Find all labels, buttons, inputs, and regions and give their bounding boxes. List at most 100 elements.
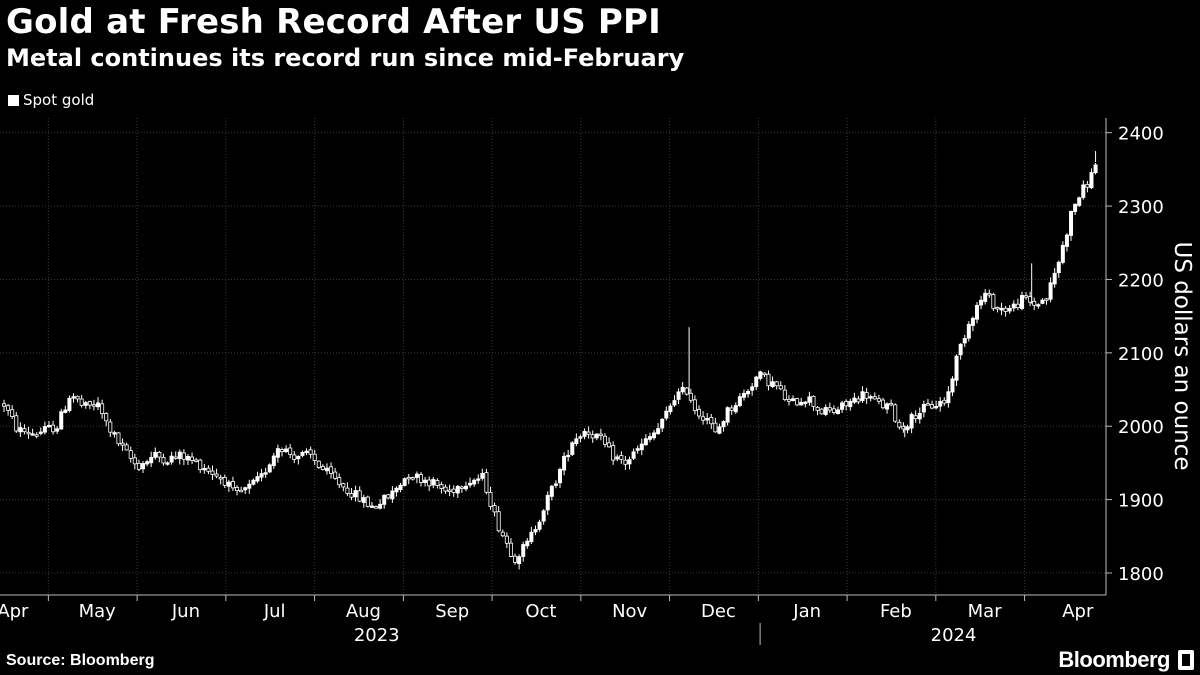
- candle-body-down: [880, 399, 885, 409]
- candlestick: [631, 448, 636, 460]
- candlestick: [79, 394, 84, 408]
- x-year-label: 2024: [931, 625, 977, 646]
- candlestick: [705, 413, 710, 425]
- candle-body-down: [1015, 303, 1020, 309]
- candlestick: [312, 449, 317, 465]
- candlestick: [517, 554, 522, 570]
- candle-body-up: [1019, 294, 1024, 309]
- candlestick: [275, 444, 280, 463]
- candle-body-down: [856, 398, 861, 403]
- candle-body-down: [349, 493, 354, 498]
- candle-body-up: [570, 442, 575, 455]
- candle-body-up: [468, 482, 473, 486]
- candle-body-down: [607, 442, 612, 448]
- candlestick: [570, 441, 575, 456]
- candlestick: [1077, 196, 1082, 207]
- candlestick: [513, 553, 518, 565]
- chart-title: Gold at Fresh Record After US PPI: [6, 2, 662, 42]
- candlestick: [267, 463, 272, 474]
- candle-body-down: [598, 433, 603, 436]
- candle-body-up: [962, 338, 967, 344]
- candle-body-down: [913, 415, 918, 420]
- candlestick: [173, 451, 178, 460]
- candlestick: [562, 452, 567, 476]
- candle-body-down: [320, 466, 325, 471]
- y-tick-label: 2400: [1118, 124, 1164, 145]
- candlestick: [59, 408, 64, 430]
- candlestick: [46, 421, 51, 428]
- candle-body-down: [87, 401, 92, 406]
- candle-body-down: [206, 467, 211, 472]
- legend-label: Spot gold: [23, 91, 95, 109]
- candle-body-up: [966, 323, 971, 339]
- candlestick: [917, 407, 922, 424]
- candle-body-up: [18, 427, 23, 433]
- candlestick: [521, 541, 526, 562]
- candle-body-up: [558, 469, 563, 484]
- candle-body-down: [406, 476, 411, 480]
- candlestick: [190, 452, 195, 464]
- candle-body-up: [398, 484, 403, 490]
- candlestick: [987, 289, 992, 298]
- candle-body-up: [226, 481, 231, 487]
- candle-body-up: [38, 431, 43, 434]
- candle-body-down: [132, 457, 137, 465]
- candlestick: [954, 354, 959, 386]
- candle-body-up: [271, 455, 276, 466]
- candle-body-down: [419, 474, 424, 483]
- candle-body-down: [329, 466, 334, 474]
- candle-body-up: [885, 403, 890, 410]
- candlestick: [1019, 291, 1024, 311]
- x-year-label: 2023: [354, 625, 400, 646]
- candlestick: [124, 442, 129, 451]
- candle-body-down: [51, 424, 56, 433]
- candle-body-up: [975, 305, 980, 320]
- candle-body-down: [26, 431, 31, 435]
- candlestick: [431, 476, 436, 489]
- candlestick: [153, 447, 158, 460]
- candlestick: [185, 454, 190, 465]
- candle-body-up: [42, 426, 47, 433]
- candlestick: [934, 400, 939, 410]
- candle-body-up: [59, 411, 64, 430]
- candlestick: [701, 411, 706, 425]
- candlestick: [680, 382, 685, 395]
- candlestick: [958, 343, 963, 360]
- candlestick: [141, 461, 146, 473]
- candlestick: [537, 519, 542, 532]
- candlestick: [1069, 210, 1074, 241]
- candlestick: [14, 412, 19, 433]
- candlestick: [63, 405, 68, 414]
- candlestick: [925, 398, 930, 406]
- y-tick-label: 2100: [1118, 344, 1164, 365]
- candlestick: [361, 494, 366, 508]
- candlestick: [202, 464, 207, 474]
- candle-body-down: [124, 444, 129, 451]
- candle-body-down: [374, 506, 379, 509]
- candlestick: [525, 538, 530, 549]
- candle-body-down: [995, 306, 1000, 310]
- candlestick: [472, 478, 477, 487]
- candle-body-up: [1064, 234, 1069, 247]
- candle-body-down: [316, 460, 321, 468]
- candle-body-down: [79, 398, 84, 406]
- candlestick: [697, 405, 702, 420]
- candle-body-up: [529, 531, 534, 543]
- candlestick: [1044, 297, 1049, 305]
- candlestick: [860, 386, 865, 403]
- candlestick: [427, 476, 432, 492]
- candlestick: [766, 370, 771, 391]
- candle-body-up: [1060, 244, 1065, 263]
- candlestick: [349, 488, 354, 501]
- candle-body-down: [586, 431, 591, 435]
- candlestick: [721, 420, 726, 432]
- candle-body-up: [1073, 203, 1078, 212]
- candlestick: [844, 399, 849, 411]
- candle-body-down: [508, 542, 513, 557]
- candlestick: [226, 479, 231, 492]
- candle-body-down: [864, 392, 869, 399]
- candlestick: [574, 433, 579, 447]
- candlestick: [897, 419, 902, 430]
- candle-body-down: [897, 421, 902, 428]
- candle-body-down: [108, 421, 113, 433]
